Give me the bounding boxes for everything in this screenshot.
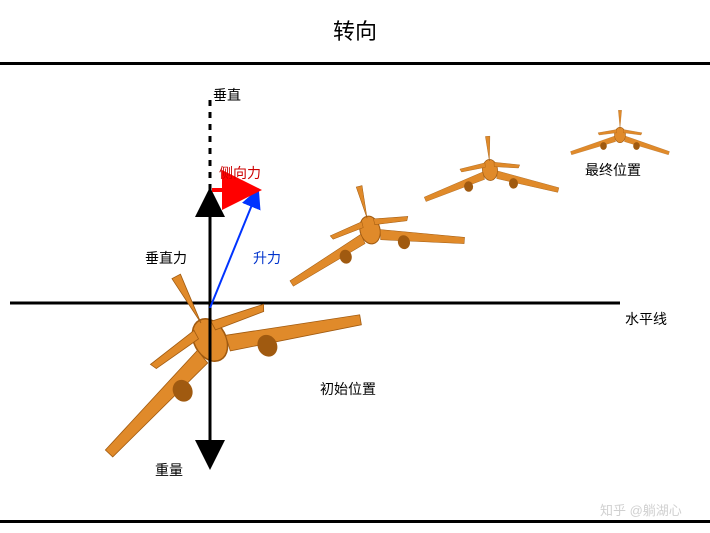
diagram-canvas: 转向: [0, 0, 710, 533]
airplanes-group: [49, 110, 669, 458]
label-initial-pos: 初始位置: [320, 379, 376, 399]
airplane-p4: [571, 110, 670, 155]
label-horizon: 水平线: [625, 309, 667, 329]
airplane-p1: [49, 209, 364, 459]
label-vertical-force: 垂直力: [145, 248, 187, 268]
airplane-p3: [420, 132, 559, 202]
vector-layer: [0, 0, 710, 533]
label-final-pos: 最终位置: [585, 160, 641, 180]
watermark: 知乎 @躺湖心: [600, 500, 682, 519]
label-lift: 升力: [253, 248, 281, 268]
label-vertical-axis: 垂直: [213, 85, 241, 105]
label-weight: 重量: [155, 460, 183, 480]
lift-force-arrow: [210, 190, 258, 308]
label-side-force: 侧向力: [219, 163, 261, 183]
airplane-p2: [272, 165, 466, 287]
